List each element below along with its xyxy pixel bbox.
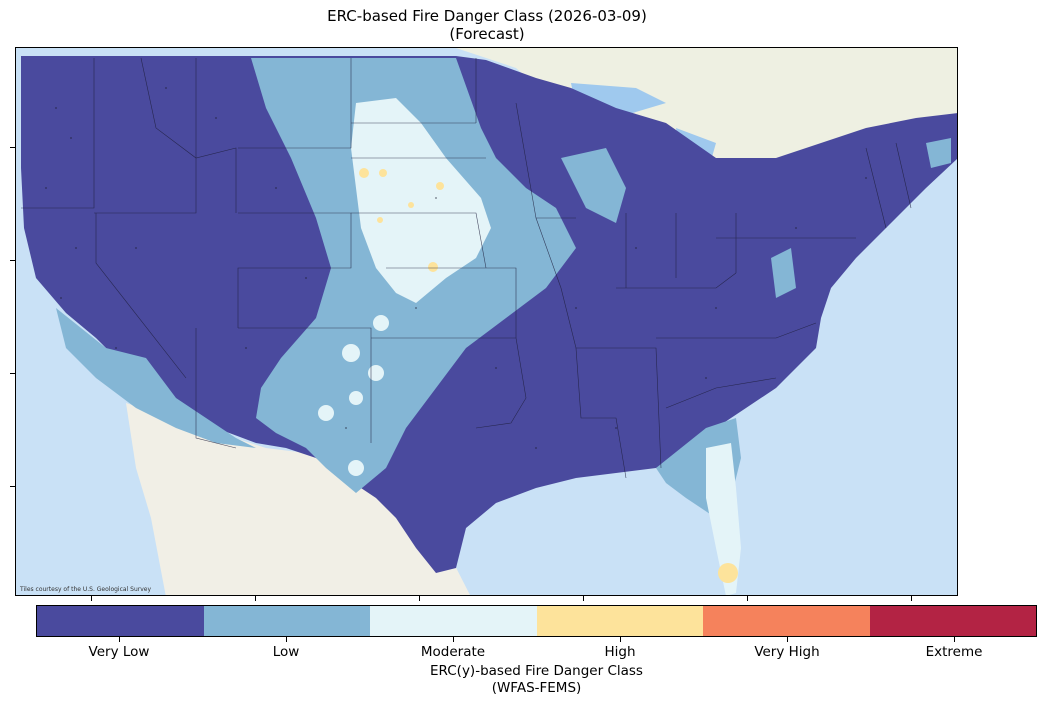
moderate-spot [318,405,334,421]
legend-tick [286,637,287,642]
mid-atlantic-low-zone [771,248,796,298]
midwest-low-zone [561,148,626,223]
legend-swatch-moderate [370,606,537,636]
westcoast-low-zone [56,308,256,448]
high-spot [377,217,383,223]
legend-swatch-extreme [869,606,1036,636]
map-panel[interactable]: Tiles courtesy of the U.S. Geological Su… [15,47,958,596]
legend-label: High [604,644,636,660]
legend-label: Very Low [88,644,150,660]
moderate-spot [368,365,384,381]
legend-swatch-low [203,606,370,636]
high-spot [379,169,387,177]
legend-subtitle: (WFAS-FEMS) [491,680,582,696]
x-axis-tick [91,596,92,601]
station-markers [45,87,867,449]
legend-tick [119,637,120,642]
legend-tick [453,637,454,642]
y-axis-tick [10,147,15,148]
x-axis-tick [419,596,420,601]
plains-moderate-zone [351,98,491,303]
x-axis-tick [747,596,748,601]
moderate-spot [342,344,360,362]
legend-swatch-high [536,606,703,636]
high-spot [359,168,369,178]
legend-tick [787,637,788,642]
high-spot [436,182,444,190]
legend-swatch-very-high [703,606,870,636]
legend-tick [620,637,621,642]
moderate-spot [373,315,389,331]
legend-label: Very High [754,644,820,660]
moderate-spot [349,391,363,405]
legend-title: ERC(y)-based Fire Danger Class [430,663,643,679]
y-axis-tick [10,373,15,374]
mexico-land [126,403,470,595]
legend-label: Low [272,644,300,660]
high-spot [718,563,738,583]
legend-label: Extreme [925,644,983,660]
legend-swatch-very-low [37,606,204,636]
map-title: ERC-based Fire Danger Class (2026-03-09) [327,7,647,25]
state-boundaries [21,57,912,479]
map-subtitle: (Forecast) [449,25,525,43]
map-attribution: Tiles courtesy of the U.S. Geological Su… [20,586,152,593]
moderate-spot [348,460,364,476]
legend-label: Moderate [420,644,486,660]
x-axis-tick [911,596,912,601]
new-england-low-zone [926,138,951,168]
high-spot [428,262,438,272]
y-axis-tick [10,260,15,261]
legend-colorbar [36,605,1037,637]
x-axis-tick [583,596,584,601]
fire-danger-map [16,48,957,595]
high-spot [408,202,414,208]
florida-moderate-zone [706,443,741,595]
x-axis-tick [255,596,256,601]
legend-tick [954,637,955,642]
y-axis-tick [10,486,15,487]
